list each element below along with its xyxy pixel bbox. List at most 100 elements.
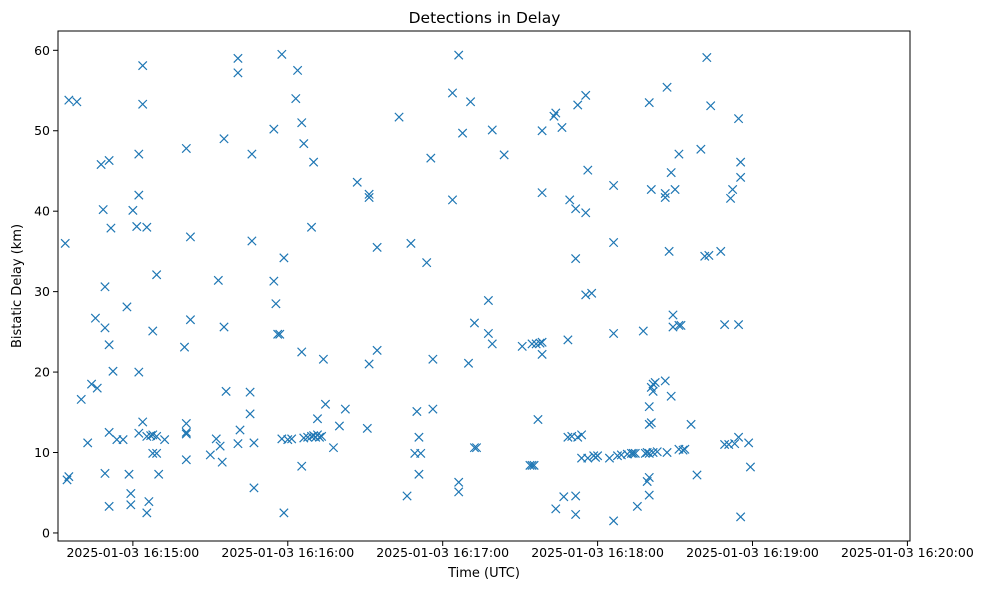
data-point-marker bbox=[297, 461, 307, 471]
data-point-marker bbox=[706, 101, 716, 111]
data-point-marker bbox=[233, 53, 243, 63]
data-point-marker bbox=[483, 328, 494, 339]
data-point-marker bbox=[308, 157, 319, 167]
data-point-marker bbox=[608, 180, 619, 191]
data-point-marker bbox=[138, 99, 148, 109]
x-tick-label: 2025-01-03 16:20:00 bbox=[841, 545, 974, 560]
data-point-marker bbox=[104, 155, 114, 166]
data-point-marker bbox=[152, 448, 162, 458]
data-point-marker bbox=[666, 391, 676, 401]
data-point-marker bbox=[303, 432, 313, 442]
data-point-marker bbox=[235, 425, 245, 435]
x-axis-label: Time (UTC) bbox=[447, 566, 520, 581]
data-point-marker bbox=[277, 49, 287, 59]
data-point-marker bbox=[154, 469, 164, 479]
data-point-marker bbox=[608, 237, 619, 248]
data-point-marker bbox=[644, 490, 654, 500]
data-point-marker bbox=[134, 190, 144, 200]
data-point-marker bbox=[457, 128, 468, 138]
data-point-marker bbox=[211, 434, 221, 444]
data-point-marker bbox=[733, 319, 744, 330]
data-point-marker bbox=[676, 320, 686, 331]
data-point-marker bbox=[152, 431, 162, 442]
data-point-marker bbox=[126, 500, 136, 510]
data-point-marker bbox=[716, 246, 726, 257]
data-point-marker bbox=[644, 472, 654, 483]
data-point-marker bbox=[83, 438, 93, 448]
data-point-marker bbox=[316, 431, 327, 442]
data-point-marker bbox=[60, 238, 70, 248]
data-point-marker bbox=[668, 310, 678, 320]
data-point-marker bbox=[269, 124, 279, 134]
data-point-marker bbox=[312, 414, 323, 424]
data-point-marker bbox=[471, 443, 482, 453]
data-point-marker bbox=[533, 414, 543, 425]
data-point-marker bbox=[487, 339, 497, 349]
data-point-marker bbox=[328, 443, 339, 453]
data-point-marker bbox=[279, 508, 289, 518]
chart-title: Detections in Delay bbox=[409, 9, 561, 27]
data-point-marker bbox=[100, 323, 110, 333]
data-point-marker bbox=[181, 429, 191, 439]
data-point-marker bbox=[275, 329, 285, 339]
data-point-marker bbox=[573, 100, 583, 110]
y-axis-ticks: 0 10 20 30 40 50 60 bbox=[34, 43, 58, 540]
data-point-marker bbox=[148, 448, 158, 458]
x-tick-label: 2025-01-03 16:17:00 bbox=[376, 545, 509, 560]
data-point-marker bbox=[292, 65, 303, 76]
data-point-marker bbox=[144, 496, 154, 507]
data-point-marker bbox=[736, 512, 746, 522]
data-point-marker bbox=[745, 462, 756, 472]
data-point-marker bbox=[62, 475, 72, 485]
data-point-marker bbox=[76, 394, 86, 405]
data-point-marker bbox=[563, 432, 573, 442]
data-point-marker bbox=[454, 487, 464, 497]
data-point-marker bbox=[219, 322, 229, 332]
data-point-marker bbox=[581, 290, 591, 300]
data-point-marker bbox=[736, 157, 746, 167]
data-point-marker bbox=[148, 326, 158, 336]
data-point-marker bbox=[269, 276, 279, 286]
data-point-marker bbox=[394, 112, 404, 122]
data-point-marker bbox=[551, 108, 561, 118]
data-point-marker bbox=[362, 423, 372, 434]
data-point-marker bbox=[213, 275, 223, 285]
data-point-marker bbox=[271, 299, 281, 309]
data-point-marker bbox=[364, 359, 374, 369]
data-point-marker bbox=[630, 448, 640, 458]
data-point-marker bbox=[644, 402, 654, 412]
data-point-marker bbox=[537, 337, 547, 347]
data-point-marker bbox=[662, 447, 672, 458]
data-point-marker bbox=[428, 404, 438, 414]
data-point-marker bbox=[465, 97, 476, 107]
data-point-marker bbox=[299, 138, 309, 149]
y-tick-label: 50 bbox=[34, 123, 50, 138]
data-point-marker bbox=[185, 315, 196, 325]
data-point-marker bbox=[320, 399, 331, 409]
data-point-marker bbox=[678, 445, 688, 455]
data-point-marker bbox=[447, 88, 458, 98]
data-point-marker bbox=[626, 448, 637, 458]
data-point-marker bbox=[551, 504, 561, 514]
data-point-marker bbox=[352, 177, 362, 187]
data-point-marker bbox=[128, 205, 138, 216]
data-point-marker bbox=[64, 472, 74, 482]
data-point-marker bbox=[728, 184, 738, 195]
data-point-marker bbox=[233, 439, 243, 449]
data-point-marker bbox=[364, 192, 374, 203]
data-point-marker bbox=[692, 470, 702, 480]
y-tick-label: 30 bbox=[34, 284, 50, 299]
data-point-marker bbox=[660, 192, 670, 203]
y-axis-label: Bistatic Delay (km) bbox=[10, 224, 25, 348]
data-point-marker bbox=[64, 95, 74, 105]
data-point-marker bbox=[306, 222, 317, 232]
data-point-marker bbox=[98, 204, 108, 215]
data-point-marker bbox=[648, 386, 658, 397]
data-point-marker bbox=[142, 431, 152, 442]
data-point-marker bbox=[720, 319, 730, 330]
data-point-marker bbox=[215, 441, 225, 451]
x-tick-label: 2025-01-03 16:15:00 bbox=[66, 545, 199, 560]
data-point-marker bbox=[652, 447, 662, 457]
y-tick-label: 60 bbox=[34, 43, 50, 58]
